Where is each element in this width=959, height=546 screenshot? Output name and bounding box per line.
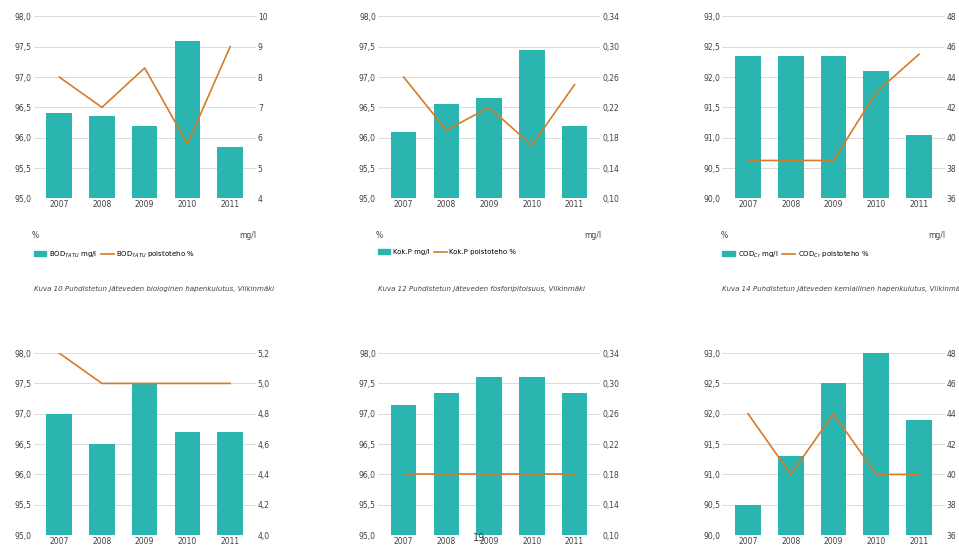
- Bar: [89, 116, 115, 198]
- Bar: [391, 405, 416, 535]
- Bar: [906, 135, 932, 198]
- Bar: [46, 414, 72, 535]
- Bar: [131, 126, 157, 198]
- Bar: [218, 432, 243, 535]
- Text: %: %: [720, 231, 727, 240]
- Bar: [218, 147, 243, 198]
- Bar: [863, 71, 889, 198]
- Bar: [519, 377, 545, 535]
- Text: mg/l: mg/l: [240, 231, 257, 240]
- Text: Kuva 12 Puhdistetun jäteveden fosforipitoisuus, Viikinmäki: Kuva 12 Puhdistetun jäteveden fosforipit…: [378, 286, 585, 292]
- Bar: [562, 393, 587, 535]
- Bar: [778, 456, 804, 535]
- Bar: [736, 505, 760, 535]
- Bar: [736, 56, 760, 198]
- Bar: [562, 126, 587, 198]
- Bar: [46, 114, 72, 198]
- Bar: [391, 132, 416, 198]
- Bar: [477, 98, 502, 198]
- Legend: COD$_{Cr}$ mg/l, COD$_{Cr}$ poistoteho %: COD$_{Cr}$ mg/l, COD$_{Cr}$ poistoteho %: [722, 250, 869, 259]
- Text: Kuva 10 Puhdistetun jäteveden biologinen hapenkulutus, Viikinmäki: Kuva 10 Puhdistetun jäteveden biologinen…: [34, 286, 273, 292]
- Text: Kuva 14 Puhdistetun jäteveden kemiallinen hapenkulutus, Viikinmäki: Kuva 14 Puhdistetun jäteveden kemialline…: [722, 286, 959, 292]
- Text: mg/l: mg/l: [928, 231, 946, 240]
- Legend: BOD$_{7ATU}$ mg/l, BOD$_{7ATU}$ poistoteho %: BOD$_{7ATU}$ mg/l, BOD$_{7ATU}$ poistote…: [34, 250, 196, 259]
- Bar: [433, 393, 459, 535]
- Legend: Kok.P mg/l, Kok.P poistoteho %: Kok.P mg/l, Kok.P poistoteho %: [378, 250, 516, 256]
- Bar: [89, 444, 115, 535]
- Bar: [863, 353, 889, 535]
- Bar: [433, 104, 459, 198]
- Bar: [131, 383, 157, 535]
- Text: 19: 19: [474, 533, 485, 543]
- Text: %: %: [376, 231, 383, 240]
- Text: %: %: [32, 231, 38, 240]
- Text: mg/l: mg/l: [584, 231, 601, 240]
- Bar: [477, 377, 502, 535]
- Bar: [778, 56, 804, 198]
- Bar: [821, 383, 847, 535]
- Bar: [519, 50, 545, 198]
- Bar: [821, 56, 847, 198]
- Bar: [175, 40, 200, 198]
- Bar: [175, 432, 200, 535]
- Bar: [906, 420, 932, 535]
